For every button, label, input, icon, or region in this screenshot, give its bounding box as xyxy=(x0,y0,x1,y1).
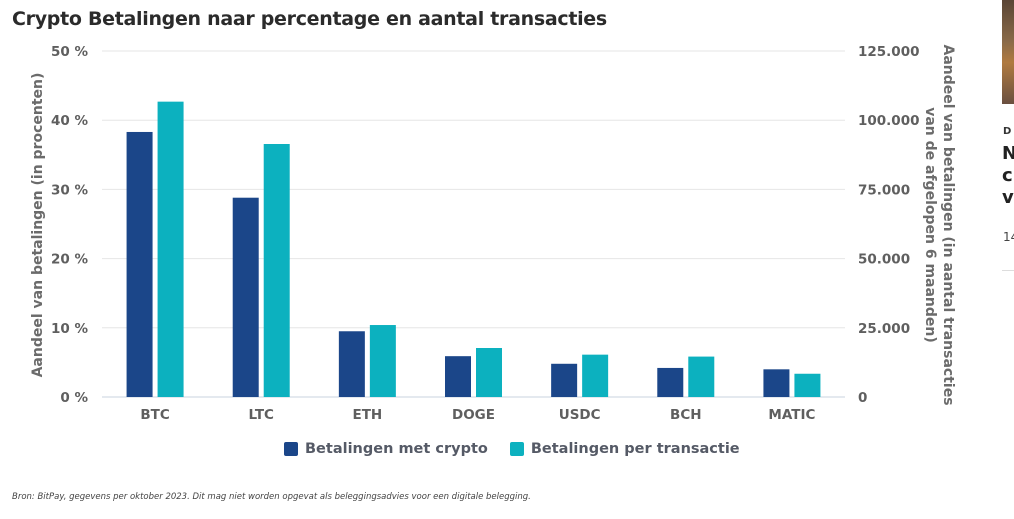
right-tick-label: 0 xyxy=(858,390,867,406)
category-label: LTC xyxy=(248,407,274,423)
bar-ltc-transactie[interactable] xyxy=(263,144,290,397)
article-kicker: D xyxy=(1003,126,1012,137)
right-tick-label: 125.000 xyxy=(858,44,920,60)
bar-usdc-crypto[interactable] xyxy=(551,363,578,397)
left-axis-ticks: 0 % 10 % 20 % 30 % 40 % 50 % xyxy=(51,44,88,406)
article-headline[interactable]: N c v xyxy=(1002,143,1014,208)
category-label: ETH xyxy=(352,407,382,423)
left-tick-label: 50 % xyxy=(51,44,88,60)
right-tick-label: 25.000 xyxy=(858,321,910,337)
article-thumbnail[interactable] xyxy=(1002,0,1014,104)
bar-eth-transactie[interactable] xyxy=(369,325,396,397)
left-tick-label: 30 % xyxy=(51,182,88,198)
category-label: DOGE xyxy=(452,407,495,423)
right-tick-label: 100.000 xyxy=(858,113,920,129)
bar-doge-transactie[interactable] xyxy=(476,348,502,397)
right-tick-label: 75.000 xyxy=(858,182,910,198)
right-tick-label: 50.000 xyxy=(858,252,910,268)
source-footnote: Bron: BitPay, gegevens per oktober 2023.… xyxy=(12,492,531,502)
legend-item-transactie[interactable]: Betalingen per transactie xyxy=(509,441,740,457)
sidebar-article-card[interactable]: D N c v 14 xyxy=(1002,0,1014,290)
left-tick-label: 0 % xyxy=(60,390,88,406)
article-date: 14 xyxy=(1003,230,1014,244)
category-label: MATIC xyxy=(768,407,815,423)
bars xyxy=(126,101,821,398)
category-label: BTC xyxy=(140,407,169,423)
chart-title: Crypto Betalingen naar percentage en aan… xyxy=(12,8,607,30)
category-label: USDC xyxy=(559,407,601,423)
legend-label-transactie: Betalingen per transactie xyxy=(530,441,740,457)
left-tick-label: 10 % xyxy=(51,321,88,337)
legend: Betalingen met crypto Betalingen per tra… xyxy=(284,441,740,457)
category-label: BCH xyxy=(670,407,702,423)
bar-btc-transactie[interactable] xyxy=(157,101,184,397)
bar-bch-transactie[interactable] xyxy=(688,356,715,397)
legend-label-crypto: Betalingen met crypto xyxy=(305,441,488,457)
bar-eth-crypto[interactable] xyxy=(338,331,365,397)
bar-ltc-crypto[interactable] xyxy=(232,197,259,397)
bar-bch-crypto[interactable] xyxy=(657,367,684,397)
bar-matic-crypto[interactable] xyxy=(763,369,790,397)
gridlines xyxy=(102,50,845,398)
legend-swatch-crypto xyxy=(284,442,298,456)
bar-matic-transactie[interactable] xyxy=(794,373,821,397)
right-axis-title-line2: van de afgelopen 6 maanden) xyxy=(922,107,938,343)
category-labels: BTC LTC ETH DOGE USDC BCH MATIC xyxy=(140,407,815,423)
left-tick-label: 40 % xyxy=(51,113,88,129)
legend-item-crypto[interactable]: Betalingen met crypto xyxy=(284,441,488,457)
bar-btc-crypto[interactable] xyxy=(126,131,153,398)
left-tick-label: 20 % xyxy=(51,252,88,268)
right-axis-ticks: 0 25.000 50.000 75.000 100.000 125.000 xyxy=(858,44,920,406)
bar-doge-crypto[interactable] xyxy=(445,356,471,397)
bar-usdc-transactie[interactable] xyxy=(582,354,609,397)
left-axis-title: Aandeel van betalingen (in procenten) xyxy=(30,73,46,378)
bar-chart: 0 % 10 % 20 % 30 % 40 % 50 % 0 25.000 50.000 75.… xyxy=(30,44,956,423)
divider xyxy=(1002,270,1014,271)
legend-swatch-transactie xyxy=(509,442,524,456)
right-axis-title-line1: Aandeel van betalingen (in aantal transa… xyxy=(940,44,956,405)
